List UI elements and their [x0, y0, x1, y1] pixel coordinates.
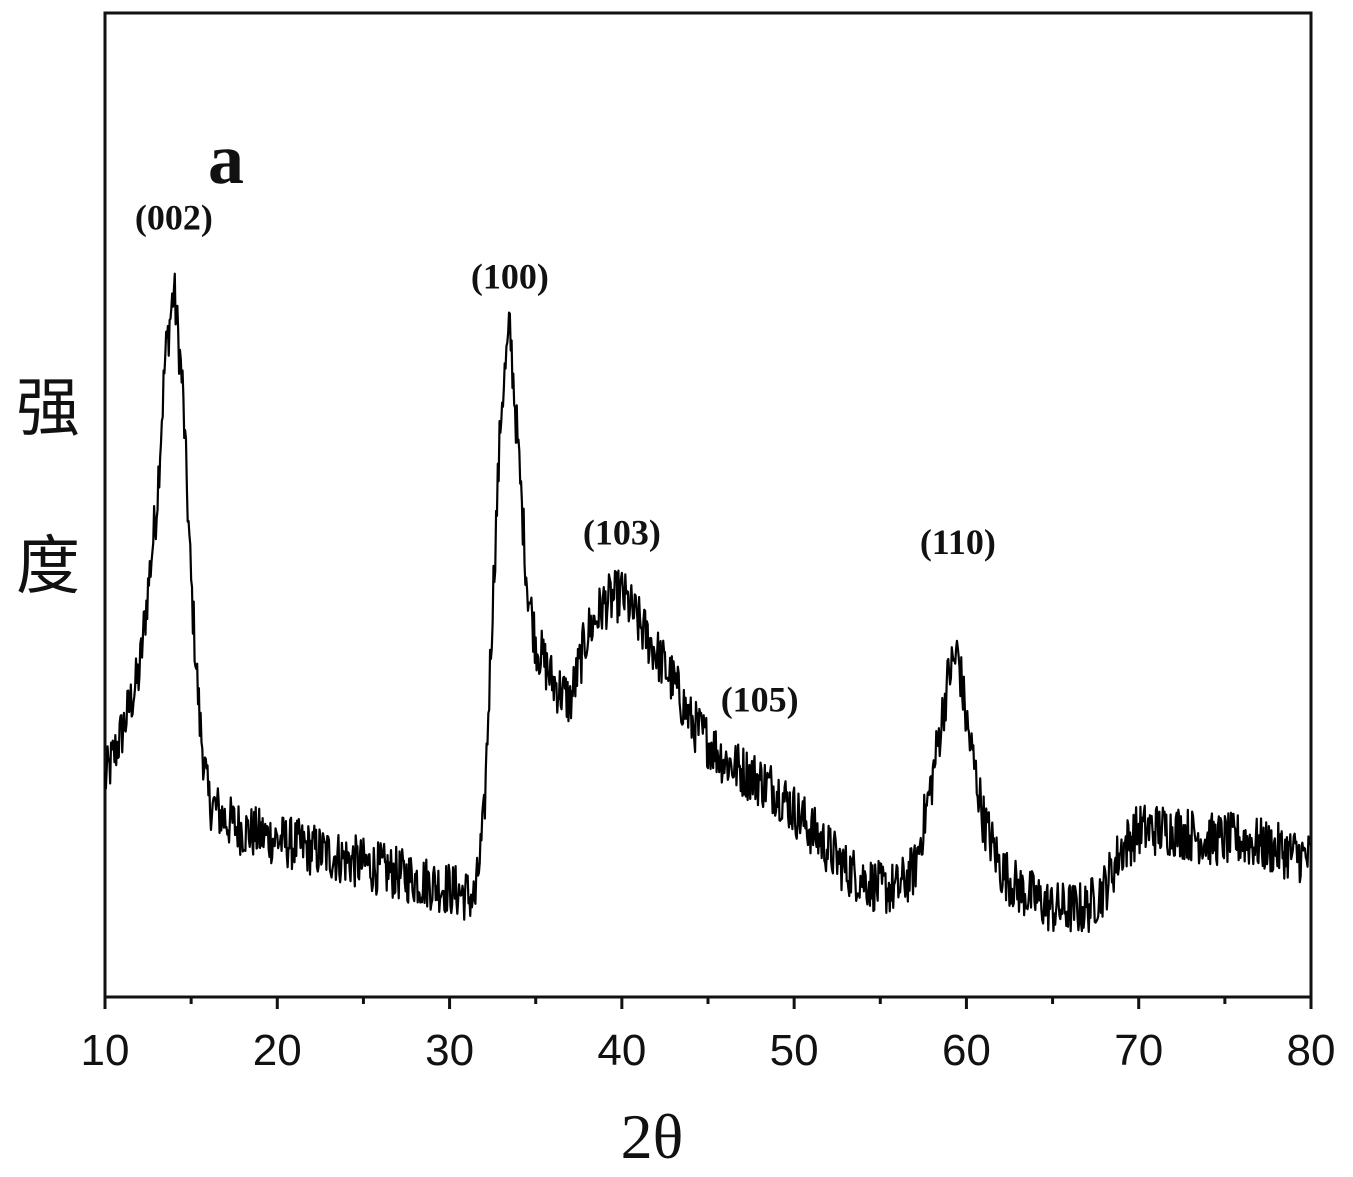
- y-axis-label: 强 度: [16, 372, 80, 604]
- x-tick-label: 20: [253, 1026, 302, 1075]
- peak-annotation: (100): [471, 257, 549, 297]
- peak-annotation: (103): [583, 512, 661, 552]
- x-axis-ticks: [105, 997, 1311, 1009]
- peak-annotation: (105): [721, 680, 799, 720]
- x-tick-label: 50: [770, 1026, 819, 1075]
- x-tick-label: 80: [1287, 1026, 1336, 1075]
- x-axis-tick-labels: 10 20 30 40 50 60 70 80: [81, 1026, 1336, 1075]
- x-tick-label: 30: [425, 1026, 474, 1075]
- x-tick-label: 70: [1114, 1026, 1163, 1075]
- peak-annotation: (110): [920, 522, 996, 562]
- peak-annotation: (002): [135, 197, 213, 237]
- x-tick-label: 60: [942, 1026, 991, 1075]
- x-tick-label: 40: [597, 1026, 646, 1075]
- panel-label: a: [208, 119, 244, 199]
- x-tick-label: 10: [81, 1026, 130, 1075]
- y-axis-label-char-2: 度: [16, 530, 80, 604]
- x-axis-label: 2θ: [621, 1101, 684, 1172]
- y-axis-label-char-1: 强: [16, 372, 80, 446]
